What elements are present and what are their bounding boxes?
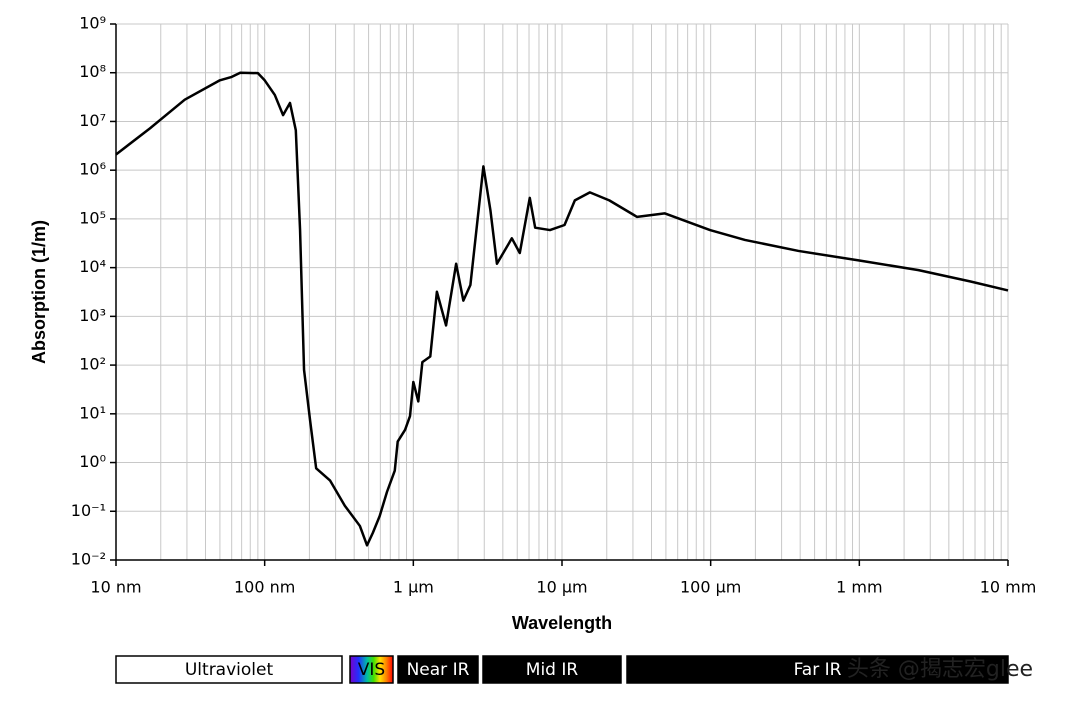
band-box [115, 655, 343, 684]
x-tick-label: 100 μm [680, 578, 741, 597]
y-tick-label: 10⁰ [79, 452, 106, 471]
band-box [349, 655, 394, 684]
y-tick-label: 10⁸ [79, 62, 106, 81]
data-line [115, 71, 1009, 547]
y-tick-label: 10⁹ [79, 14, 106, 33]
y-tick-label: 10⁻² [71, 550, 106, 569]
band-label: Near IR [407, 660, 470, 680]
x-axis-label: Wavelength [512, 613, 612, 633]
x-tick-label: 10 μm [536, 578, 587, 597]
band-label: Far IR [794, 660, 842, 680]
band-box [397, 655, 479, 684]
band-box [626, 655, 1009, 684]
y-axis-label: Absorption (1/m) [29, 220, 49, 364]
watermark: 头条 @揭志宏glee [847, 657, 1033, 682]
y-tick-label: 10⁻¹ [71, 501, 106, 520]
y-tick-label: 10⁴ [79, 257, 106, 276]
band-label: Ultraviolet [185, 660, 274, 680]
y-tick-label: 10⁶ [79, 160, 106, 179]
x-tick-label: 1 mm [836, 578, 882, 597]
x-tick-label: 10 nm [90, 578, 141, 597]
band-label: Mid IR [526, 660, 579, 680]
y-tick-label: 10⁷ [79, 111, 106, 130]
band-label: VIS [358, 660, 385, 680]
y-tick-label: 10² [79, 355, 106, 374]
x-tick-label: 10 mm [980, 578, 1037, 597]
x-tick-label: 1 μm [393, 578, 434, 597]
x-tick-label: 100 nm [234, 578, 295, 597]
y-tick-label: 10⁵ [79, 208, 106, 227]
y-tick-label: 10¹ [79, 403, 106, 422]
band-box [482, 655, 622, 684]
y-tick-label: 10³ [79, 306, 106, 325]
